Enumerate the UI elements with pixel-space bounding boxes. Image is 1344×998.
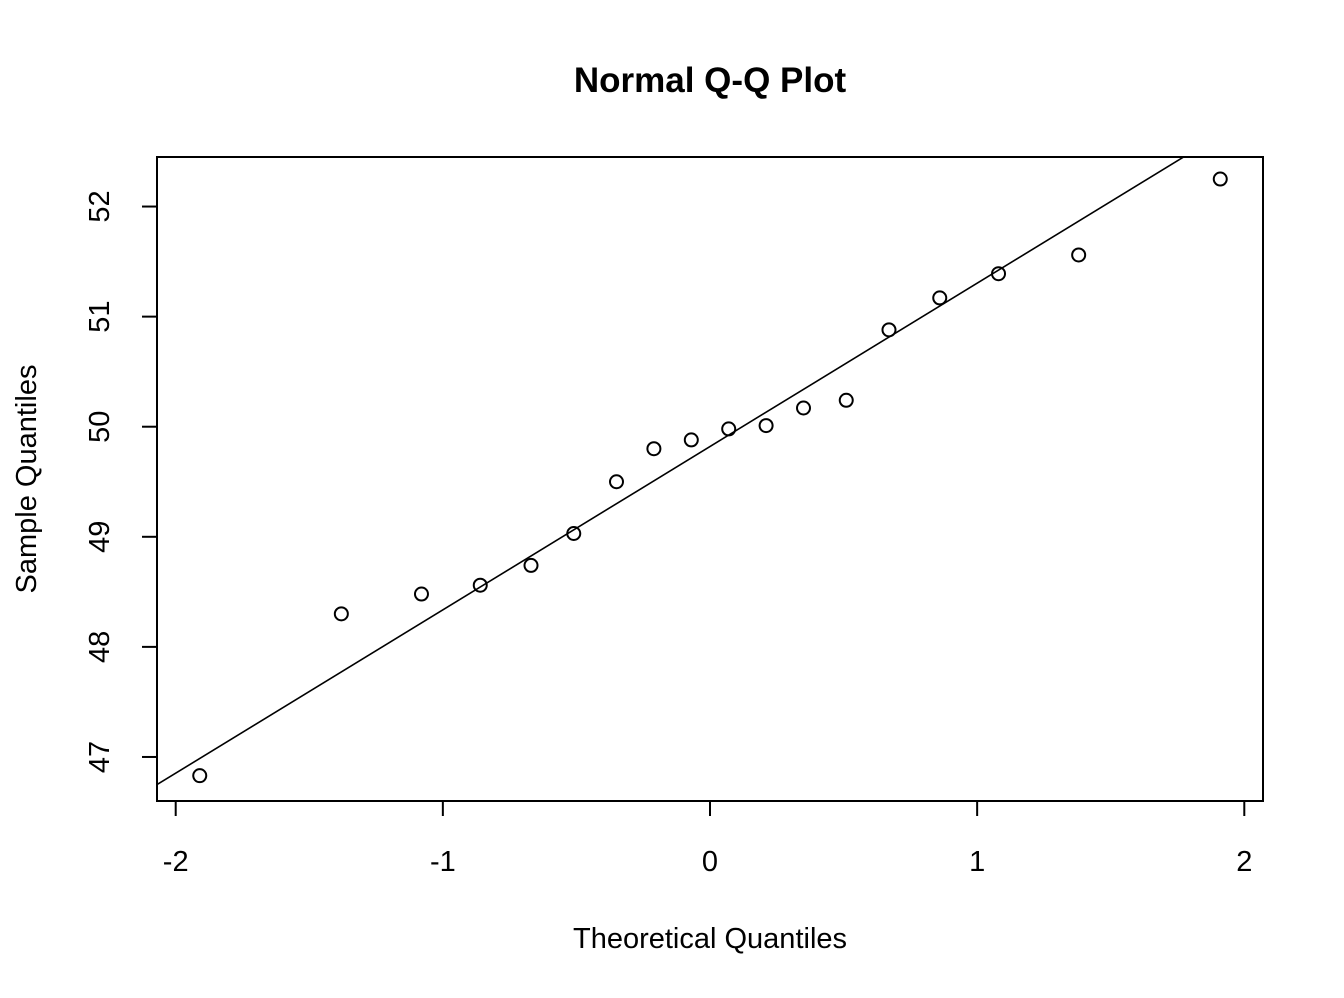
data-point [646,441,662,457]
x-tick-label: 2 [1236,846,1252,878]
data-point [1212,171,1228,187]
x-axis: -2 -1 0 1 2 [163,800,1252,878]
data-point [1071,247,1087,263]
y-axis-label: Sample Quantiles [11,365,43,594]
y-tick-label: 49 [84,521,116,553]
data-point [472,577,488,593]
y-tick-label: 51 [84,300,116,332]
x-tick-label: 1 [969,846,985,878]
data-point [608,474,624,490]
data-point [838,392,854,408]
chart-title: Normal Q-Q Plot [574,61,847,100]
data-point [881,322,897,338]
data-point [683,432,699,448]
y-tick-label: 48 [84,631,116,663]
reference-line-layer [157,157,1186,786]
y-tick-label: 47 [84,741,116,773]
data-point [413,586,429,602]
data-point [333,606,349,622]
y-tick-label: 50 [84,411,116,443]
x-axis-label: Theoretical Quantiles [573,923,847,955]
data-point [192,768,208,784]
y-axis: 47 48 49 50 51 52 [84,190,158,773]
x-tick-label: 0 [702,846,718,878]
x-tick-label: -1 [430,846,456,878]
qq-reference-line [157,157,1186,786]
data-point [758,418,774,434]
data-point [932,290,948,306]
data-point [796,400,812,416]
y-tick-label: 52 [84,190,116,222]
data-point [566,525,582,541]
data-point [991,266,1007,282]
data-points [192,171,1228,784]
data-point [721,421,737,437]
data-point [523,557,539,573]
plot-frame [156,156,1264,802]
x-tick-label: -2 [163,846,189,878]
